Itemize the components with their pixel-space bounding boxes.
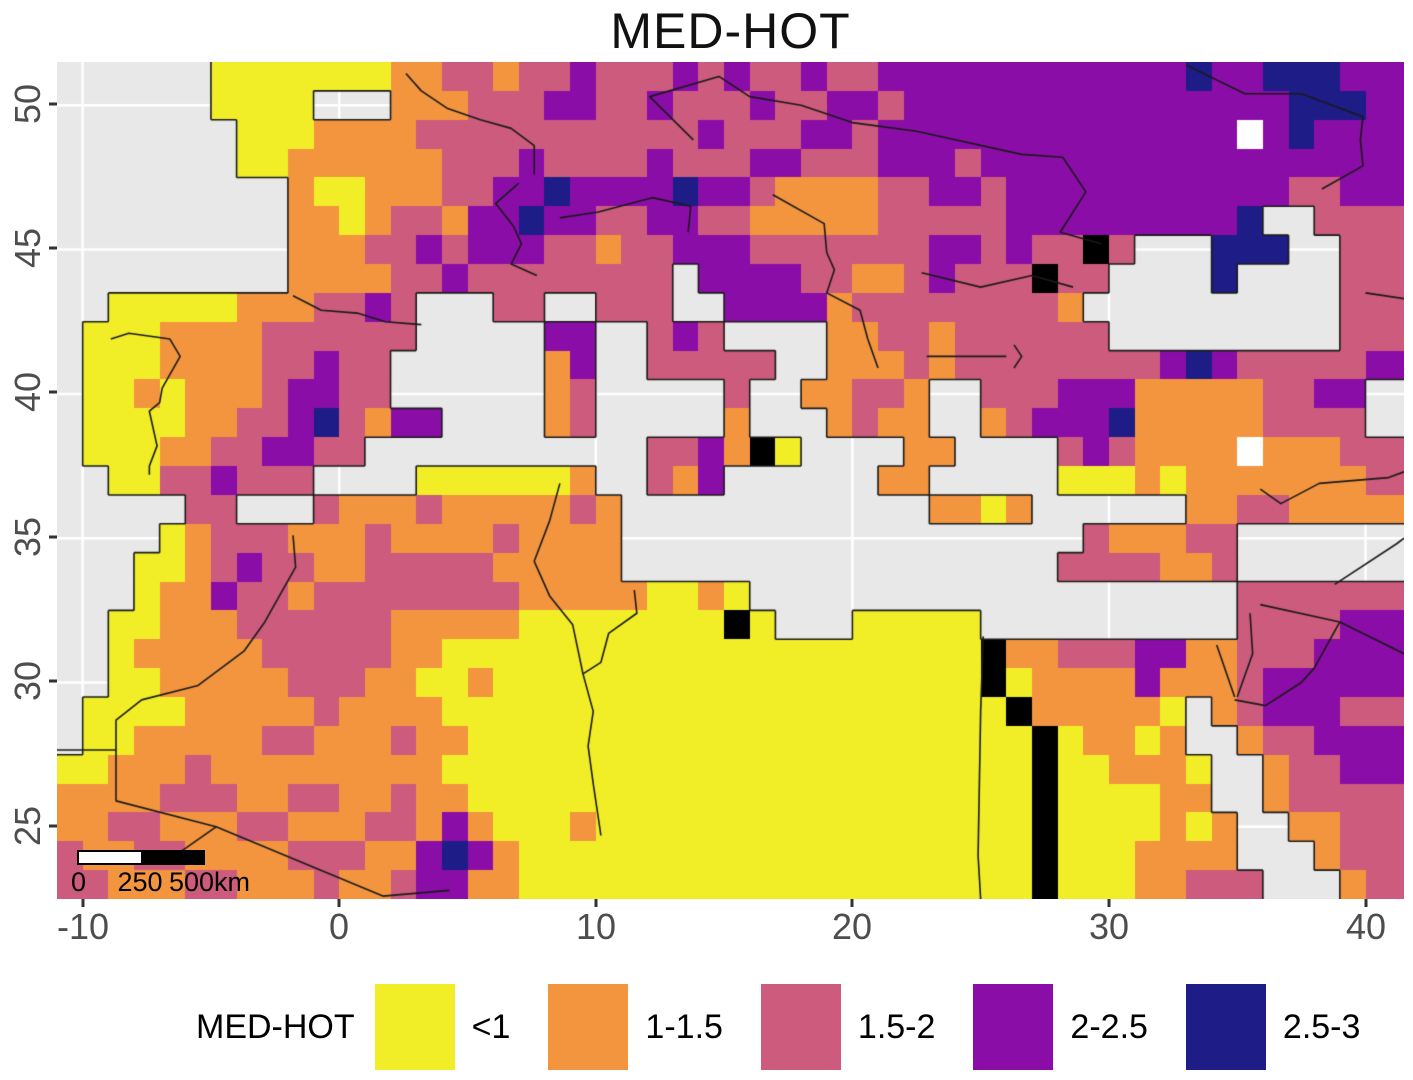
legend-item: 1-1.5 <box>548 984 723 1070</box>
legend-item: 2-2.5 <box>973 984 1148 1070</box>
legend-swatch-1-1p5 <box>548 984 629 1070</box>
x-tick-label: 20 <box>831 906 873 947</box>
y-tick-label: 35 <box>7 516 48 558</box>
legend-label: 2-2.5 <box>1070 1007 1148 1046</box>
legend-label: 2.5-3 <box>1282 1007 1361 1046</box>
chart-title: MED-HOT <box>610 3 851 59</box>
y-tick <box>49 824 57 828</box>
legend-label: <1 <box>471 1007 511 1046</box>
x-tick-label: 30 <box>1088 906 1130 947</box>
legend-swatch-2p5-3 <box>1185 984 1266 1070</box>
y-tick-label: 30 <box>7 660 48 702</box>
x-tick-label: 0 <box>328 906 350 947</box>
map-canvas <box>57 62 1404 899</box>
legend-swatch-lt1 <box>374 984 455 1070</box>
x-tick <box>337 899 341 907</box>
legend-item: <1 <box>374 984 511 1070</box>
legend-label: 1-1.5 <box>645 1007 723 1046</box>
y-tick <box>49 679 57 683</box>
y-tick <box>49 102 57 106</box>
legend-title: MED-HOT <box>196 1007 355 1046</box>
x-tick <box>594 899 598 907</box>
legend-item: 1.5-2 <box>760 984 936 1070</box>
legend-label: 1.5-2 <box>857 1007 936 1046</box>
x-tick-label: 10 <box>575 906 617 947</box>
y-tick-label: 45 <box>7 227 48 269</box>
x-tick <box>1364 899 1368 907</box>
scale-bar-graphic <box>77 850 205 865</box>
scale-bar-label-500: 500km <box>169 867 251 897</box>
y-tick <box>49 390 57 394</box>
x-tick-label: 40 <box>1345 906 1387 947</box>
x-tick-label: -10 <box>56 906 110 947</box>
x-tick <box>850 899 854 907</box>
scale-bar-black-segment <box>141 852 203 863</box>
legend-item: 2.5-3 <box>1185 984 1361 1070</box>
y-tick-label: 50 <box>7 83 48 125</box>
legend-swatch-1p5-2 <box>760 984 841 1070</box>
x-tick <box>81 899 85 907</box>
y-tick-label: 25 <box>7 805 48 847</box>
y-tick <box>49 246 57 250</box>
x-tick <box>1107 899 1111 907</box>
y-tick-label: 40 <box>7 371 48 413</box>
y-tick <box>49 535 57 539</box>
scale-bar: 0 250 500km <box>71 850 297 897</box>
scale-bar-label-0: 0 <box>70 867 87 897</box>
scale-bar-label-250: 250 <box>117 867 163 897</box>
legend-swatch-2-2p5 <box>973 984 1054 1070</box>
scale-bar-labels: 0 250 500km <box>71 867 297 897</box>
legend: MED-HOT <1 1-1.5 1.5-2 2-2.5 2.5-3 <box>196 984 1398 1070</box>
